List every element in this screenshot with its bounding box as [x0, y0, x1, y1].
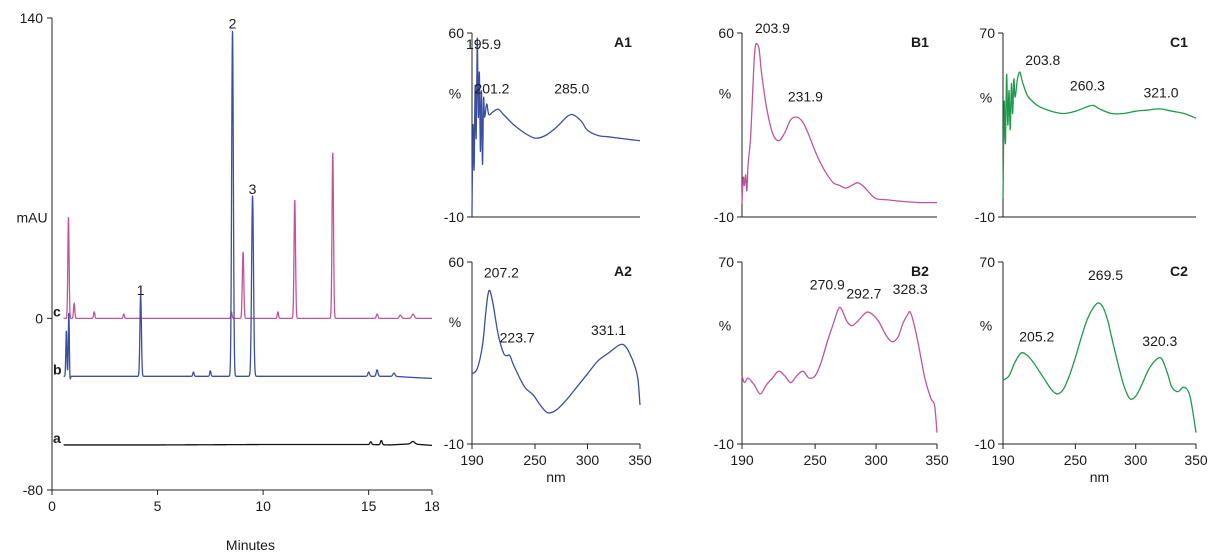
chromatogram-x-tick-label: 0 [48, 498, 56, 514]
spectrum-peak-label: 205.2 [1019, 329, 1054, 345]
spectrum-peak-label: 203.9 [755, 20, 790, 36]
spectrum-x-tick-label: 250 [803, 452, 827, 468]
spectrum-peak-label: 320.3 [1142, 333, 1177, 349]
spectrum-peak-label: 231.9 [788, 88, 823, 104]
spectrum-panel-label: A1 [614, 34, 632, 50]
chromatogram-x-tick-label: 10 [255, 498, 271, 514]
spectrum-y-tick-label: -10 [444, 436, 464, 452]
chromatogram-y-tick-label: 140 [20, 10, 44, 26]
spectrum-peak-label: 201.2 [474, 80, 509, 96]
spectrum-y-tick-label: -10 [714, 209, 734, 225]
chromatogram-trace-label-c: c [53, 303, 61, 319]
spectrum-panel-a1: -10 60% A1 195.9 201.2 285.0 [444, 25, 641, 225]
spectrum-peak-label: 207.2 [484, 265, 519, 281]
spectrum-y-tick-label: 60 [448, 254, 464, 270]
spectrum-peak-label: 321.0 [1143, 84, 1178, 100]
spectrum-peak-label: 260.3 [1070, 78, 1105, 94]
spectrum-y-tick-label: -10 [444, 209, 464, 225]
spectrum-y-tick-label: 60 [448, 25, 464, 41]
spectrum-peak-label: 270.9 [810, 276, 845, 292]
spectrum-y-tick-label: 60 [718, 25, 734, 41]
spectrum-x-tick-label: 190 [991, 452, 1015, 468]
spectrum-y-axis-label: % [449, 314, 461, 330]
spectrum-x-tick-label: 250 [523, 452, 547, 468]
chromatogram-panel: -80 0 140 0 5 10 15 18 mAU Minutes c b a 1 2 3 [16, 10, 440, 553]
spectrum-peak-label: 292.7 [846, 285, 881, 301]
chromatogram-trace-label-b: b [53, 361, 62, 377]
spectrum-x-axis-label: nm [546, 469, 565, 485]
chromatogram-y-tick-label: -80 [23, 482, 43, 498]
spectrum-trace-a1 [471, 37, 641, 212]
spectrum-x-tick-label: 350 [925, 452, 949, 468]
spectrum-x-axis-label: nm [1090, 469, 1109, 485]
chromatogram-x-axis-label: Minutes [226, 537, 275, 553]
chromatogram-trace-c [63, 152, 432, 320]
spectrum-peak-label: 223.7 [500, 330, 535, 346]
chromatogram-trace-a [63, 439, 432, 447]
spectrum-peak-label: 285.0 [554, 80, 589, 96]
chromatogram-x-tick-label: 18 [424, 498, 440, 514]
spectrum-panel-a2: -10 60 190 250 300 350% nm A2 207.2 223.7 331.1 [444, 254, 652, 485]
chromatogram-y-tick-label: 0 [35, 310, 43, 326]
spectrum-y-tick-label: -10 [975, 436, 995, 452]
spectrum-y-axis-label: % [719, 85, 731, 101]
spectrum-panel-label: C2 [1170, 263, 1188, 279]
spectrum-panel-label: B2 [911, 263, 929, 279]
spectrum-panel-label: A2 [614, 263, 632, 279]
spectrum-panel-label: C1 [1170, 34, 1188, 50]
chromatogram-trace-label-a: a [53, 430, 61, 446]
spectrum-peak-label: 195.9 [466, 36, 501, 52]
plot-layer: -80 0 140 0 5 10 15 18 mAU Minutes c b a 1 2 3 -10 60% A1 1… [16, 10, 1207, 553]
spectrum-panel-label: B1 [911, 34, 929, 50]
spectrum-trace-c1 [1002, 71, 1197, 199]
chromatogram-y-axis-label: mAU [16, 210, 47, 226]
chromatogram-peak-number: 3 [249, 181, 257, 197]
spectrum-y-axis-label: % [980, 89, 992, 105]
spectrum-y-tick-label: 70 [718, 254, 734, 270]
spectrum-y-axis-label: % [980, 318, 992, 334]
spectrum-peak-label: 328.3 [893, 281, 928, 297]
spectrum-trace-b2 [741, 306, 938, 433]
spectrum-x-tick-label: 300 [576, 452, 600, 468]
spectrum-y-tick-label: 70 [979, 25, 995, 41]
spectrum-trace-c2 [1002, 302, 1197, 433]
spectrum-x-tick-label: 250 [1064, 452, 1088, 468]
spectrum-y-axis-label: % [449, 85, 461, 101]
spectrum-panel-c2: -10 70 190 250 300 350% nm C2 205.2 269.5 320.3 [975, 254, 1208, 485]
chromatogram-x-tick-label: 5 [154, 498, 162, 514]
spectrum-trace-b1 [741, 42, 938, 204]
spectrum-panel-c1: -10 70% C1 203.8 260.3 321.0 [975, 25, 1197, 225]
chromatogram-x-tick-label: 15 [361, 498, 377, 514]
chromatogram-peak-number: 2 [229, 16, 237, 32]
spectrum-peak-label: 203.8 [1025, 52, 1060, 68]
spectrum-x-tick-label: 300 [1124, 452, 1148, 468]
spectrum-peak-label: 331.1 [591, 322, 626, 338]
spectrum-trace-a2 [471, 289, 641, 414]
chromatogram-trace-b [63, 30, 432, 380]
spectrum-x-tick-label: 300 [864, 452, 888, 468]
spectrum-x-tick-label: 190 [460, 452, 484, 468]
spectrum-peak-label: 269.5 [1088, 267, 1123, 283]
spectrum-x-tick-label: 350 [628, 452, 652, 468]
spectrum-x-tick-label: 350 [1184, 452, 1208, 468]
spectrum-x-tick-label: 190 [730, 452, 754, 468]
spectrum-y-tick-label: -10 [975, 209, 995, 225]
spectrum-y-axis-label: % [719, 318, 731, 334]
chromatogram-peak-number: 1 [137, 282, 145, 298]
spectrum-panel-b1: -10 60% B1 203.9 231.9 [714, 20, 938, 225]
spectrum-y-tick-label: -10 [714, 436, 734, 452]
spectrum-y-tick-label: 70 [979, 254, 995, 270]
